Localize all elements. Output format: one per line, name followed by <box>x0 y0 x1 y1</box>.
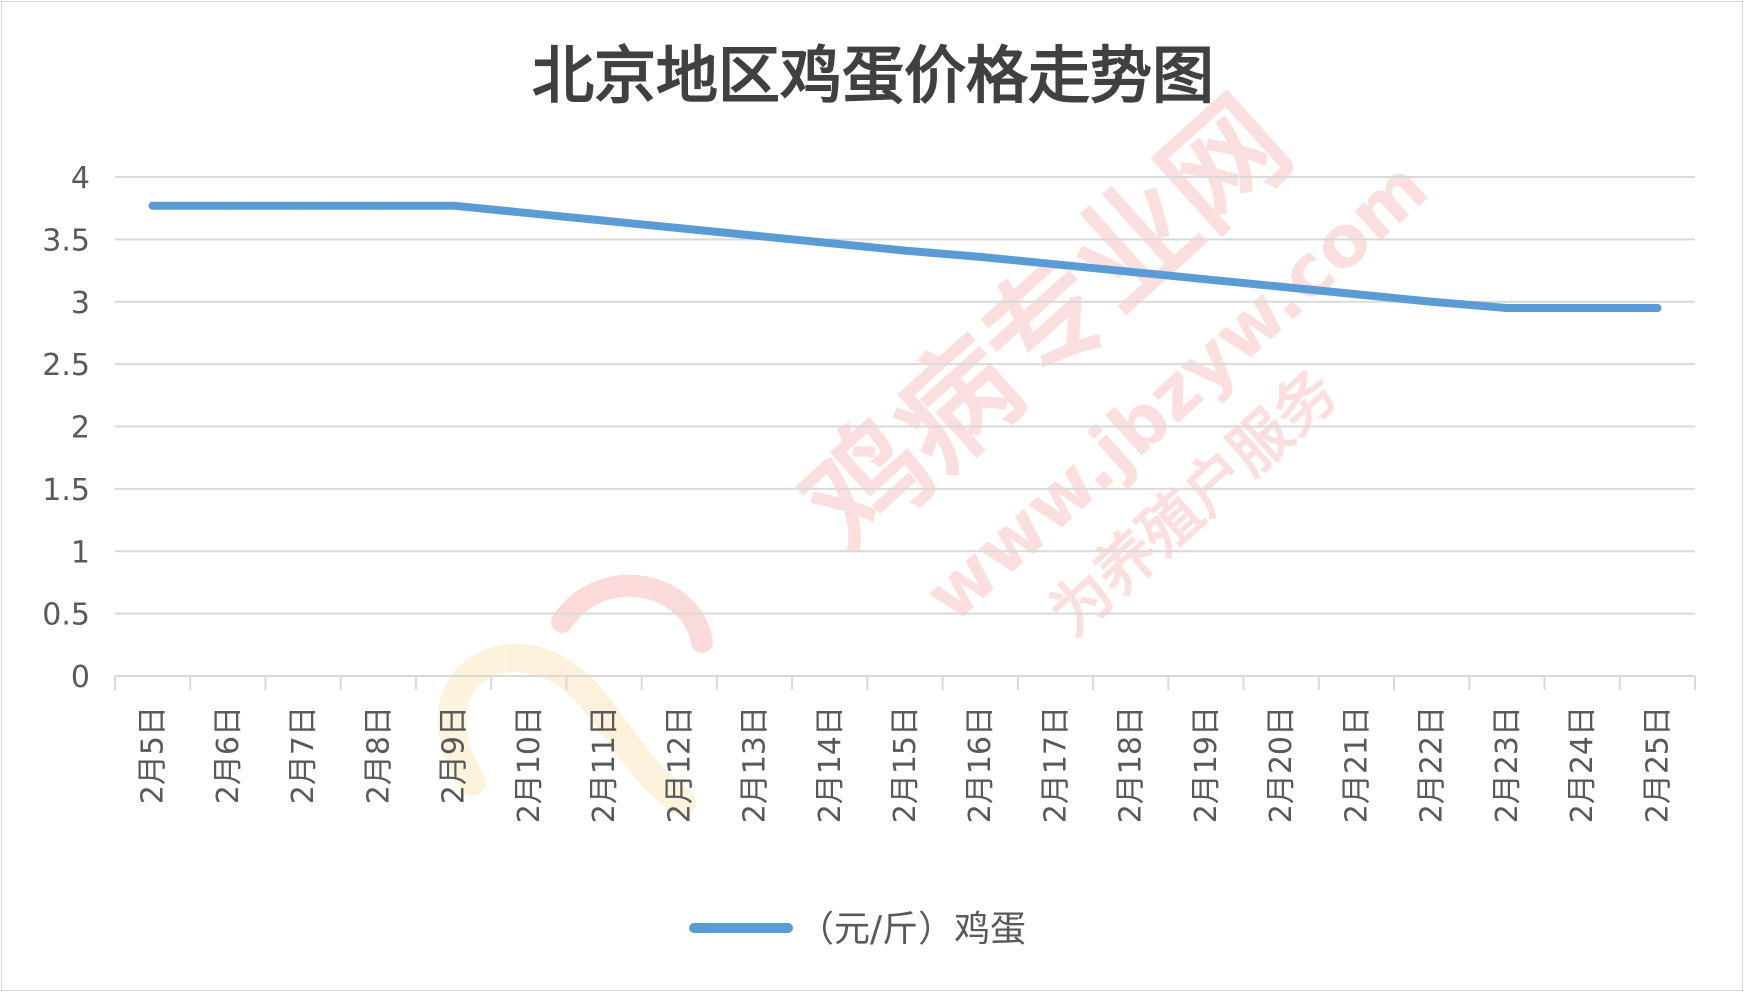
x-tick-label: 2月19日 <box>1189 706 1224 823</box>
chart-title: 北京地区鸡蛋价格走势图 <box>532 39 1214 112</box>
data-point <box>1201 275 1210 284</box>
data-point <box>675 224 684 233</box>
x-tick-label: 2月5日 <box>136 706 171 804</box>
data-point <box>600 216 609 225</box>
data-point <box>223 201 232 210</box>
y-tick-label: 0 <box>71 660 90 695</box>
x-tick-label: 2月15日 <box>888 706 923 823</box>
data-point <box>524 209 533 218</box>
watermark-swirl-icon <box>437 574 713 816</box>
data-point <box>1502 303 1511 312</box>
data-point <box>148 201 157 210</box>
y-tick-label: 1 <box>71 535 90 570</box>
y-tick-label: 2.5 <box>42 348 90 383</box>
watermark-logo: 鸡病专业网 www.jbzyw.com 为养殖户服务 <box>777 73 1443 650</box>
data-point <box>449 201 458 210</box>
data-point <box>1578 303 1587 312</box>
y-tick-label: 4 <box>71 161 90 196</box>
x-tick-label: 2月16日 <box>963 706 998 823</box>
x-tick-label: 2月8日 <box>361 706 396 804</box>
y-tick-label: 2 <box>71 411 90 446</box>
data-point <box>1051 260 1060 269</box>
x-tick-label: 2月24日 <box>1565 706 1600 823</box>
data-point <box>1653 303 1662 312</box>
data-point <box>1277 282 1286 291</box>
y-tick-label: 0.5 <box>42 598 90 633</box>
y-tick-label: 3 <box>71 286 90 321</box>
x-tick-label: 2月10日 <box>512 706 547 823</box>
legend-label: （元/斤）鸡蛋 <box>798 909 1026 950</box>
grid-lines <box>115 176 1695 615</box>
data-point <box>901 246 909 255</box>
data-point <box>374 201 383 210</box>
x-tick-label: 2月17日 <box>1038 706 1073 823</box>
series-line <box>148 201 1662 312</box>
legend: （元/斤）鸡蛋 <box>689 909 1026 950</box>
x-tick-label: 2月6日 <box>211 706 246 804</box>
x-tick-label: 2月14日 <box>813 706 848 823</box>
data-point <box>299 201 308 210</box>
x-tick-label: 2月25日 <box>1640 706 1675 823</box>
x-tick-label: 2月21日 <box>1339 706 1374 823</box>
y-tick-label: 3.5 <box>42 223 90 258</box>
data-point <box>1126 267 1135 276</box>
series-layer <box>148 201 1662 312</box>
data-point <box>976 252 985 261</box>
data-point <box>1352 290 1361 299</box>
data-point <box>825 239 834 248</box>
x-tick-label: 2月12日 <box>662 706 697 823</box>
data-point <box>1427 297 1436 306</box>
x-axis: 2月5日 2月6日 2月7日 2月8日 2月9日 2月10日 2月11日 2月12日 2月13日… <box>114 675 1696 823</box>
data-point <box>750 231 759 240</box>
x-tick-label: 2月23日 <box>1490 706 1525 823</box>
x-tick-label: 2月18日 <box>1114 706 1149 823</box>
x-tick-label: 2月13日 <box>738 706 773 823</box>
x-tick-label: 2月22日 <box>1415 706 1450 823</box>
x-tick-label: 2月11日 <box>587 706 622 823</box>
y-tick-label: 1.5 <box>42 473 90 508</box>
x-tick-label: 2月9日 <box>437 706 472 804</box>
x-tick-label: 2月20日 <box>1264 706 1299 823</box>
y-axis-ticks: 0 0.5 1 1.5 2 2.5 3 3.5 4 <box>42 161 90 695</box>
x-tick-label: 2月7日 <box>286 706 321 804</box>
